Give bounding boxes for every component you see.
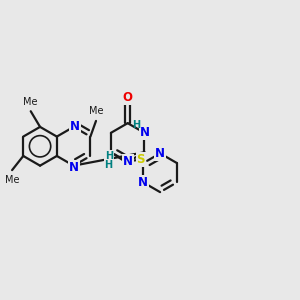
- Text: Me: Me: [5, 175, 19, 184]
- Text: H: H: [132, 120, 140, 130]
- Text: N: N: [140, 126, 149, 140]
- Text: H: H: [104, 160, 112, 170]
- Text: Me: Me: [89, 106, 103, 116]
- Text: N: N: [70, 120, 80, 134]
- Text: O: O: [123, 91, 133, 103]
- Text: N: N: [123, 155, 133, 168]
- Text: N: N: [138, 176, 148, 189]
- Text: H: H: [105, 151, 113, 161]
- Text: N: N: [69, 160, 79, 174]
- Text: N: N: [155, 147, 165, 160]
- Text: Me: Me: [23, 97, 38, 107]
- Text: S: S: [136, 153, 145, 166]
